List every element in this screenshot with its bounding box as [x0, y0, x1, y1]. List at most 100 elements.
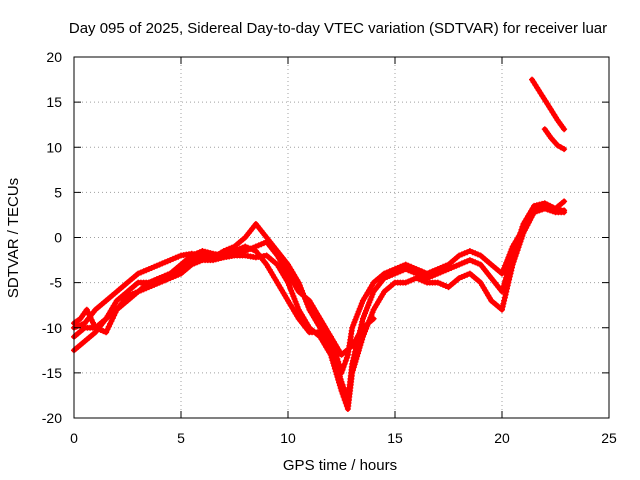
data-point [461, 259, 468, 266]
y-tick-label: -10 [42, 320, 62, 336]
data-point [464, 249, 471, 256]
data-point [351, 319, 358, 326]
x-axis-label: GPS time / hours [283, 457, 397, 474]
data-point [394, 269, 401, 276]
data-point [510, 258, 517, 265]
data-point [364, 304, 371, 311]
y-tick-label: 10 [46, 139, 62, 155]
data-point [531, 209, 538, 216]
data-point [295, 279, 302, 286]
data-point [175, 253, 182, 260]
data-point [286, 282, 293, 289]
series-track-6 [541, 126, 568, 153]
data-point [148, 265, 155, 271]
data-point [508, 267, 515, 274]
data-point [461, 272, 468, 279]
data-point [350, 367, 356, 374]
series-track-4 [71, 243, 377, 358]
data-point [405, 267, 412, 274]
data-point [499, 303, 506, 310]
data-point [336, 382, 343, 389]
data-point [514, 247, 521, 254]
data-point [400, 267, 406, 274]
data-point [250, 246, 257, 253]
data-point [505, 279, 512, 286]
data-point [501, 294, 508, 301]
data-point [331, 365, 338, 372]
data-point [516, 241, 523, 248]
data-point [342, 357, 349, 364]
data-point [234, 246, 241, 253]
data-point [291, 295, 298, 302]
data-point [167, 270, 174, 277]
axes: 0 5 10 15 20 25 20 15 10 5 0 -5 -10 -15 -20 [42, 49, 617, 446]
data-point [366, 299, 373, 306]
data-point [132, 289, 139, 296]
data-point [285, 279, 291, 286]
data-point [561, 126, 568, 133]
data-point [297, 285, 304, 291]
data-point [338, 387, 345, 394]
data-point [358, 339, 365, 346]
data-point [327, 351, 334, 358]
data-point [153, 262, 160, 269]
data-point [509, 264, 515, 271]
data-point [109, 315, 116, 322]
data-point [223, 251, 230, 258]
data-point [341, 360, 348, 367]
x-tick-label: 10 [280, 430, 296, 446]
data-point [143, 267, 150, 274]
data-point [557, 144, 564, 151]
data-point [386, 272, 393, 279]
data-point [356, 344, 363, 351]
data-point [330, 360, 337, 367]
data-point [135, 270, 142, 277]
data-point [515, 244, 522, 251]
data-point [456, 275, 463, 282]
data-point [500, 267, 507, 274]
data-point [328, 354, 335, 361]
data-point [296, 282, 303, 289]
data-point [242, 243, 249, 250]
data-point [402, 266, 409, 273]
data-point [290, 293, 297, 300]
data-point [124, 293, 131, 300]
data-point [474, 251, 481, 258]
data-point [327, 342, 334, 349]
y-tick-label: -5 [50, 275, 63, 291]
data-point [289, 290, 296, 297]
data-point [351, 361, 358, 368]
data-point [549, 208, 556, 215]
series-track-5 [529, 76, 568, 133]
data-point [164, 271, 171, 278]
data-point [499, 270, 505, 277]
data-point [103, 329, 110, 336]
data-point [334, 374, 341, 380]
data-point [167, 257, 174, 264]
data-point [499, 306, 505, 313]
data-point [352, 316, 359, 323]
data-point [561, 209, 568, 216]
data-point [239, 244, 246, 251]
data-point [367, 296, 374, 303]
data-point [507, 270, 514, 277]
data-point [298, 287, 305, 294]
data-point [349, 324, 356, 331]
data-point [547, 207, 554, 214]
y-tick-label: 20 [46, 49, 62, 65]
data-point [337, 385, 344, 392]
data-point [466, 248, 473, 254]
data-point [504, 282, 511, 289]
data-point [302, 295, 309, 302]
data-point [461, 250, 468, 257]
data-point [357, 303, 364, 310]
data-point [513, 250, 520, 257]
data-point [350, 322, 357, 328]
data-point [402, 279, 409, 286]
data-point [359, 336, 366, 343]
data-point [554, 142, 561, 149]
data-point [145, 266, 152, 273]
data-point [333, 371, 340, 378]
data-point [413, 275, 420, 282]
